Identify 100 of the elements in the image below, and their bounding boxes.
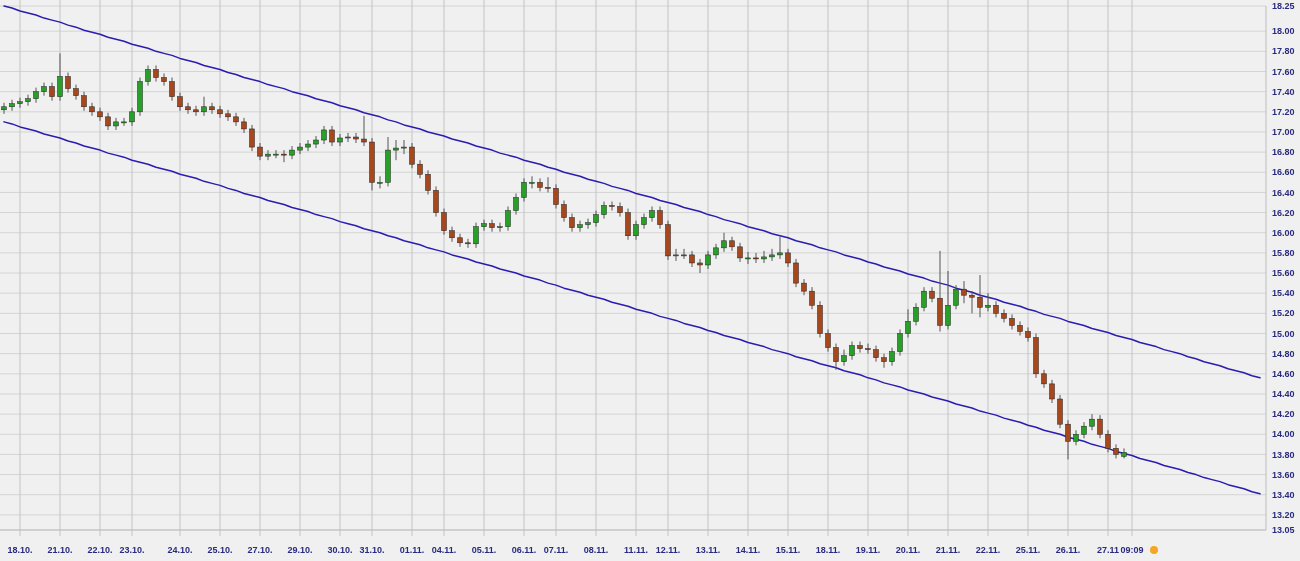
candlestick <box>1121 447 1127 459</box>
candlestick <box>513 192 519 216</box>
candlestick <box>793 258 799 288</box>
candlestick <box>569 213 575 233</box>
candlestick <box>185 102 191 115</box>
y-tick-label: 14.80 <box>1272 348 1295 359</box>
candlestick <box>449 226 455 243</box>
candlestick <box>233 112 239 127</box>
y-tick-label: 15.80 <box>1272 248 1295 259</box>
candlestick <box>729 236 735 252</box>
x-tick-label: 30.10. <box>327 545 353 555</box>
candlestick <box>1041 369 1047 389</box>
candlestick <box>441 208 447 236</box>
y-tick-label: 15.20 <box>1272 308 1295 319</box>
candlestick <box>625 208 631 241</box>
candlestick <box>985 292 991 312</box>
candlestick <box>465 238 471 249</box>
candlestick <box>785 248 791 268</box>
x-tick-label: 05.11. <box>471 545 497 555</box>
y-tick-label: 15.00 <box>1272 328 1295 339</box>
candlestick <box>953 284 959 310</box>
candlestick <box>969 290 975 314</box>
y-tick-label: 17.40 <box>1272 86 1295 97</box>
candlestick <box>1073 429 1079 446</box>
candlestick <box>833 343 839 371</box>
candlestick <box>561 199 567 223</box>
candlestick <box>809 286 815 310</box>
x-tick-label: 14.11. <box>735 545 761 555</box>
candlestick <box>329 125 335 147</box>
candlestick <box>89 102 95 117</box>
y-tick-label: 13.20 <box>1272 510 1295 521</box>
candlestick <box>177 92 183 112</box>
candlestick <box>505 206 511 232</box>
candlestick <box>193 105 199 117</box>
x-tick-label: 01.11. <box>399 545 425 555</box>
candlestick <box>857 341 863 354</box>
candlestick <box>353 132 359 144</box>
candlestick <box>473 222 479 249</box>
y-tick-label: 16.40 <box>1272 187 1295 198</box>
y-tick-label: 18.25 <box>1272 1 1295 12</box>
x-tick-label: 27.11 <box>1096 545 1120 555</box>
y-tick-label: 17.20 <box>1272 106 1295 117</box>
candlestick <box>289 145 295 160</box>
y-tick-label: 14.60 <box>1272 368 1295 379</box>
line-series <box>3 121 1261 495</box>
y-tick-label: 14.20 <box>1272 409 1295 420</box>
candlestick <box>825 328 831 353</box>
candlestick <box>49 82 55 102</box>
y-tick-label: 16.60 <box>1272 167 1295 178</box>
candlestick <box>617 202 623 218</box>
x-tick-label: 04.11. <box>431 545 457 555</box>
candlestick <box>529 175 535 189</box>
y-tick-label: 16.80 <box>1272 147 1295 158</box>
candlestick <box>929 286 935 303</box>
candlestick <box>681 248 687 260</box>
candlestick <box>673 248 679 262</box>
candlestick <box>209 102 215 115</box>
candlestick <box>481 219 487 232</box>
candlestick <box>761 250 767 264</box>
x-tick-label: 13.11. <box>695 545 721 555</box>
candlestick <box>649 206 655 223</box>
x-tick-label: 25.11. <box>1015 545 1041 555</box>
candlestick <box>609 200 615 212</box>
y-tick-label: 13.80 <box>1272 449 1295 460</box>
y-tick-label: 13.40 <box>1272 489 1295 500</box>
candlestick <box>57 52 63 102</box>
candlestick <box>401 139 407 155</box>
candlestick <box>585 218 591 230</box>
candlestick <box>521 177 527 202</box>
candlestick <box>313 135 319 149</box>
candlestick <box>345 132 351 143</box>
candlestick <box>393 139 399 161</box>
candlestick <box>97 107 103 122</box>
x-tick-label: 24.10. <box>167 545 193 555</box>
candlestick <box>17 97 23 109</box>
y-tick-label: 17.80 <box>1272 46 1295 57</box>
candlestick <box>145 64 151 87</box>
x-tick-label: 22.10. <box>87 545 113 555</box>
candlestick <box>81 91 87 112</box>
candlestick <box>9 99 15 112</box>
candlestick <box>457 233 463 248</box>
y-tick-label: 15.40 <box>1272 288 1295 299</box>
candlestick <box>1 102 7 115</box>
x-tick-label: 11.11. <box>623 545 649 555</box>
x-tick-label: 22.11. <box>975 545 1001 555</box>
candlestick <box>41 82 47 97</box>
candlestick <box>265 149 271 161</box>
x-tick-label: 06.11. <box>511 545 537 555</box>
candlestick <box>297 142 303 155</box>
candlestick <box>161 73 167 87</box>
candlestick <box>633 220 639 241</box>
x-tick-label: 21.10. <box>47 545 73 555</box>
candlestick <box>553 183 559 210</box>
candlestick <box>657 206 663 230</box>
candlestick <box>1009 313 1015 330</box>
candlestick <box>489 219 495 233</box>
candlestick <box>913 302 919 326</box>
candlestick <box>897 328 903 357</box>
y-tick-label: 15.60 <box>1272 268 1295 279</box>
x-tick-label: 29.10. <box>287 545 313 555</box>
